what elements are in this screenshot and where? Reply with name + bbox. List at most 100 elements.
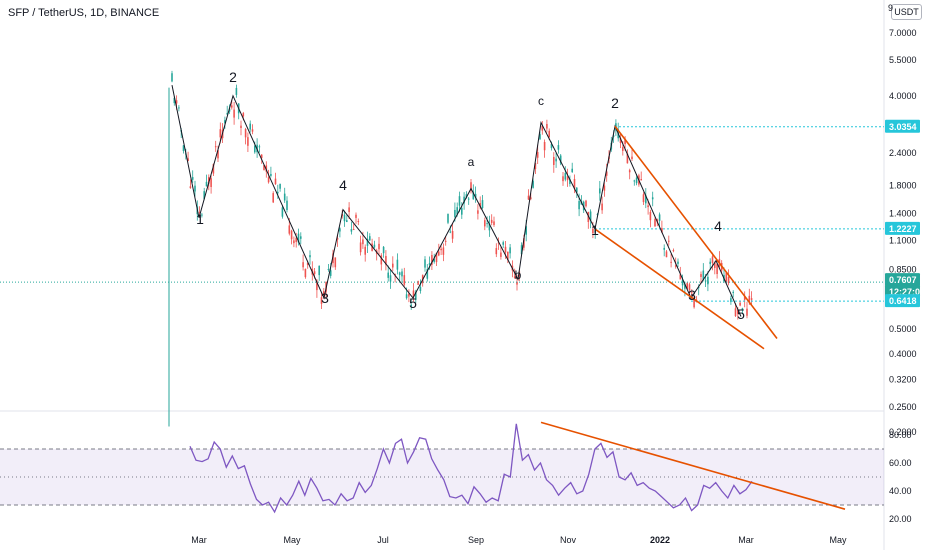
candle-body [739,302,741,306]
candle-body [686,283,688,289]
wave-label: 5 [737,306,745,322]
candle-body [670,261,672,263]
candle-body [741,308,744,310]
candle-body [449,231,452,233]
candle-body [458,196,461,206]
price-tick-label: 0.2500 [889,402,917,412]
candle-body [247,137,249,146]
candle-body [688,284,691,290]
candle-body [417,281,419,285]
candle-body [585,200,587,207]
time-tick-label: May [829,535,847,545]
candle-body [173,97,176,104]
wave-label: 1 [591,222,599,238]
candle-body [279,183,281,189]
wave-label: 5 [409,295,417,311]
candle-body [201,214,203,216]
candle-body [339,228,341,232]
price-tick-label: 1.8000 [889,180,917,190]
rsi-tick-label: 60.00 [889,458,912,468]
candle-body [313,271,316,275]
candle-body [472,191,475,200]
candle-body [272,193,274,203]
wave-label: 3 [688,287,696,303]
candle-body [398,272,401,275]
candle-body [350,229,353,232]
price-badge-label: 3.0354 [889,122,917,132]
candle-body [306,262,309,265]
candle-body [415,291,417,300]
candle-body [456,207,458,215]
candle-body [633,180,636,182]
candle-body [532,180,534,188]
price-tick-label: 2.4000 [889,148,917,158]
candle-body [182,145,185,152]
candle-body [486,223,488,225]
rsi-tick-label: 40.00 [889,486,912,496]
candle-body [451,231,454,239]
candle-body [484,220,486,227]
candle-body [171,73,173,82]
candle-body [396,259,399,270]
candle-body [702,270,705,281]
candle-body [309,255,311,258]
wave-label: 4 [714,218,722,234]
candle-body [592,228,594,234]
price-badge-label: 12:27:03 [889,287,925,297]
candle-body [725,272,728,283]
candle-body [693,297,695,308]
candle-body [327,268,330,270]
wave-label: 2 [229,69,237,85]
candle-body [219,129,222,138]
candle-body [302,262,304,268]
price-badge-label: 0.6418 [889,296,917,306]
candle-body [665,251,668,258]
price-badge [885,119,920,133]
candle-body [631,156,633,160]
candle-body [286,200,288,211]
candle-body [525,226,527,235]
candle-body [516,282,518,285]
price-tick-label: 1.4000 [889,209,917,219]
candle-body [378,243,380,250]
candle-body [509,247,511,254]
candle-body [465,194,468,198]
wave-label: 4 [339,177,347,193]
candle-body [546,124,548,129]
candle-body [297,233,300,243]
candle-body [493,221,495,225]
candle-body [240,125,242,128]
candle-body [651,197,654,200]
price-tick-label: 4.0000 [889,91,917,101]
candle-body [454,209,456,217]
chart-title: SFP / TetherUS, 1D, BINANCE [8,7,160,19]
candle-body [394,273,396,276]
wedge-lower-line [594,228,765,350]
candle-body [737,309,739,314]
candle-body [369,236,371,241]
candle-body [645,195,647,204]
candle-body [495,248,498,255]
candle-body [649,211,652,221]
rsi-tick-label: 80.00 [889,430,912,440]
candle-body [198,212,201,214]
candle-body [346,220,348,223]
candle-body [263,165,265,170]
price-tick-label: 9 [888,3,893,13]
candle-body [283,193,286,201]
candle-body [479,203,481,208]
candle-body [700,274,702,277]
wave-label: 2 [611,95,619,111]
candle-body [187,158,189,161]
currency-button[interactable]: USDT [891,4,922,20]
elliott-wave-line [171,85,742,317]
price-tick-label: 0.3200 [889,374,917,384]
candle-body [573,178,576,189]
price-tick-label: 0.8500 [889,265,917,275]
candle-body [557,145,560,150]
candle-body [490,219,493,223]
candle-body [320,297,323,304]
candle-body [668,240,670,242]
